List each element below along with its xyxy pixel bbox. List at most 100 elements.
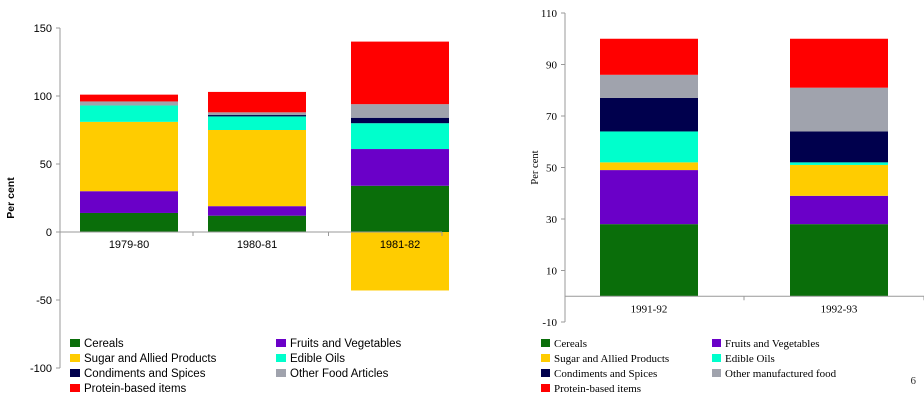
y-tick-label: 50 — [546, 163, 558, 175]
legend-label: Fruits and Vegetables — [290, 338, 401, 350]
bar-other-manufactured-food-1991-92 — [600, 74, 698, 98]
y-axis-title: Per cent — [530, 150, 541, 184]
bar-protein-based-items-1979-80 — [80, 94, 178, 102]
legend-swatch — [541, 384, 550, 392]
y-tick-label: 30 — [546, 214, 558, 226]
x-tick-label: 1981-82 — [380, 239, 420, 251]
x-tick-label: 1980-81 — [237, 239, 277, 251]
legend-label: Sugar and Allied Products — [84, 353, 217, 365]
bar-other-food-articles-1979-80 — [80, 101, 178, 106]
legend-swatch — [276, 369, 286, 377]
bar-edible-oils-1992-93 — [790, 162, 888, 165]
bar-condiments-and-spices-1981-82 — [351, 117, 449, 124]
bar-cereals-1979-80 — [80, 212, 178, 232]
bar-other-manufactured-food-1992-93 — [790, 87, 888, 132]
legend-swatch — [712, 339, 721, 347]
legend-swatch — [70, 369, 80, 377]
legend-item-other-manufactured-food: Other manufactured food — [712, 368, 837, 380]
right-chart: -10 10 30 50 70 90 110 1991-92 1992-93 Per cent Ce… — [530, 8, 924, 395]
y-tick-label: 90 — [546, 60, 558, 72]
x-tick-label: 1979-80 — [109, 239, 149, 251]
y-tick-label: -50 — [36, 295, 52, 307]
legend-label: Cereals — [554, 338, 587, 350]
bar-fruits-and-vegetables-1979-80 — [80, 191, 178, 213]
legend-item-sugar-and-allied-products: Sugar and Allied Products — [70, 353, 217, 365]
legend-label: Edible Oils — [725, 353, 775, 365]
bar-other-food-articles-1981-82 — [351, 104, 449, 118]
y-tick-label: 110 — [541, 8, 558, 20]
legend-swatch — [276, 354, 286, 362]
bar-sugar-and-allied-products-1992-93 — [790, 164, 888, 196]
bar-cereals-1991-92 — [600, 224, 698, 297]
bar-fruits-and-vegetables-1980-81 — [208, 206, 306, 216]
legend-label: Fruits and Vegetables — [725, 338, 820, 350]
bar-edible-oils-1981-82 — [351, 123, 449, 150]
y-tick-label: 50 — [40, 159, 52, 171]
legend-label: Condiments and Spices — [84, 368, 206, 380]
bar-condiments-and-spices-1991-92 — [600, 97, 698, 132]
bar-cereals-1981-82 — [351, 185, 449, 232]
y-tick-label: -10 — [542, 317, 557, 329]
x-tick-label: 1992-93 — [821, 303, 858, 315]
bar-cereals-1980-81 — [208, 215, 306, 232]
bar-protein-based-items-1980-81 — [208, 91, 306, 113]
bar-sugar-and-allied-products-1981-82 — [351, 232, 449, 291]
legend-swatch — [70, 354, 80, 362]
bar-fruits-and-vegetables-1991-92 — [600, 170, 698, 225]
legend-item-cereals: Cereals — [70, 338, 124, 350]
legend-swatch — [276, 339, 286, 347]
legend-label: Other Food Articles — [290, 368, 389, 380]
bar-edible-oils-1979-80 — [80, 105, 178, 122]
bar-sugar-and-allied-products-1991-92 — [600, 162, 698, 171]
legend-swatch — [70, 384, 80, 392]
bar-sugar-and-allied-products-1980-81 — [208, 130, 306, 207]
bar-protein-based-items-1981-82 — [351, 41, 449, 105]
y-tick-label: 0 — [46, 227, 52, 239]
legend-label: Protein-based items — [554, 383, 641, 395]
y-axis-title: Per cent — [5, 177, 17, 219]
bar-sugar-and-allied-products-1979-80 — [80, 121, 178, 192]
legend-swatch — [70, 339, 80, 347]
y-tick-label: 10 — [546, 266, 558, 278]
legend-label: Protein-based items — [84, 383, 187, 395]
legend-swatch — [712, 369, 721, 377]
legend-label: Condiments and Spices — [554, 368, 657, 380]
bar-protein-based-items-1992-93 — [790, 38, 888, 88]
left-chart: -100 -50 0 50 100 150 1979-80 1980-81 1981-82 Per… — [5, 23, 449, 395]
bar-cereals-1992-93 — [790, 224, 888, 297]
bar-edible-oils-1991-92 — [600, 131, 698, 163]
bar-fruits-and-vegetables-1981-82 — [351, 149, 449, 186]
legend-item-sugar-and-allied-products: Sugar and Allied Products — [541, 353, 669, 365]
legend-item-fruits-and-vegetables: Fruits and Vegetables — [276, 338, 401, 350]
legend-label: Sugar and Allied Products — [554, 353, 669, 365]
legend-item-condiments-and-spices: Condiments and Spices — [70, 368, 206, 380]
bar-protein-based-items-1991-92 — [600, 38, 698, 75]
legend-item-fruits-and-vegetables: Fruits and Vegetables — [712, 338, 820, 350]
legend-label: Cereals — [84, 338, 124, 350]
legend-label: Edible Oils — [290, 353, 345, 365]
y-tick-label: 150 — [34, 23, 52, 35]
legend-item-protein-based-items: Protein-based items — [541, 383, 641, 395]
legend-swatch — [541, 369, 550, 377]
legend-label: Other manufactured food — [725, 368, 837, 380]
bar-other-food-articles-1980-81 — [208, 112, 306, 116]
legend-item-cereals: Cereals — [541, 338, 587, 350]
legend-swatch — [712, 354, 721, 362]
page-number: 6 — [911, 375, 917, 387]
bar-fruits-and-vegetables-1992-93 — [790, 195, 888, 225]
x-tick-label: 1991-92 — [631, 303, 668, 315]
legend-swatch — [541, 354, 550, 362]
bar-condiments-and-spices-1992-93 — [790, 131, 888, 163]
legend-swatch — [541, 339, 550, 347]
bar-condiments-and-spices-1980-81 — [208, 115, 306, 117]
bar-edible-oils-1980-81 — [208, 116, 306, 130]
y-tick-label: 70 — [546, 111, 558, 123]
legend-item-edible-oils: Edible Oils — [712, 353, 775, 365]
y-tick-label: 100 — [34, 91, 52, 103]
legend-item-other-food-articles: Other Food Articles — [276, 368, 389, 380]
legend-item-protein-based-items: Protein-based items — [70, 383, 187, 395]
legend-item-condiments-and-spices: Condiments and Spices — [541, 368, 657, 380]
y-tick-label: -100 — [30, 363, 52, 375]
legend-item-edible-oils: Edible Oils — [276, 353, 345, 365]
